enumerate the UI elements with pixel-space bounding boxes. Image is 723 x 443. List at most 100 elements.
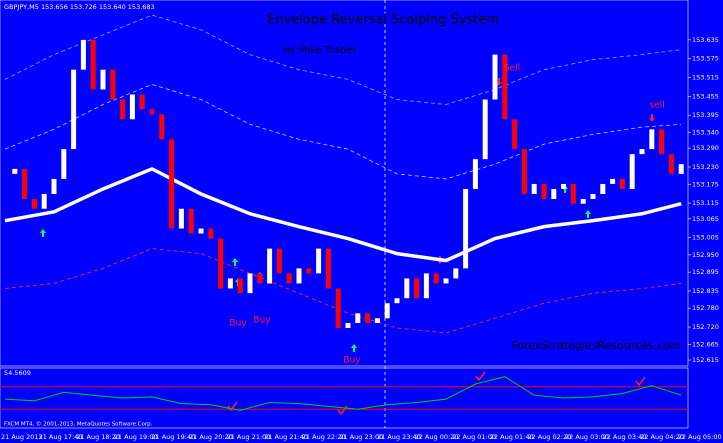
candle (41, 193, 47, 209)
candle (453, 268, 459, 279)
candle (325, 248, 331, 289)
candle (629, 154, 635, 189)
signal-label: sell (649, 101, 664, 111)
candle (61, 149, 67, 179)
candle (149, 109, 155, 115)
y-tick-label: 152.615 (692, 356, 719, 364)
buy-arrow (40, 229, 46, 237)
candle (433, 273, 439, 284)
y-tick-label: 152.665 (692, 340, 719, 348)
buy-arrows (40, 185, 591, 352)
signal-label: Buy (253, 316, 271, 326)
y-tick-label: 153.455 (692, 92, 719, 100)
candle (159, 114, 165, 140)
candle (188, 208, 194, 234)
candle (286, 273, 292, 284)
x-tick-label: 21 Aug 19:00 (114, 433, 158, 441)
y-tick-label: 152.895 (692, 268, 719, 276)
candle (80, 39, 86, 70)
y-tick-label: 153.290 (692, 144, 719, 152)
candle (345, 322, 351, 329)
candle (169, 139, 175, 229)
sell-arrows (437, 78, 655, 264)
candle (208, 228, 214, 239)
candle (561, 183, 567, 189)
candle (394, 298, 400, 304)
candle (365, 313, 371, 323)
copyright: FXCM MT4, © 2001-2013, MetaQuotes Softwa… (4, 421, 153, 428)
y-tick-label: 152.835 (692, 287, 719, 295)
signal-label: Buy (343, 356, 361, 366)
candle (423, 273, 429, 299)
candle (355, 313, 361, 323)
candle (610, 178, 616, 184)
candle (22, 168, 28, 200)
y-tick-label: 153.115 (692, 199, 719, 207)
candle (414, 278, 420, 299)
y-tick-label: 153.175 (692, 180, 719, 188)
y-tick-label: 153.515 (692, 74, 719, 82)
chart-subtitle: by Mike Trader (283, 45, 357, 56)
candle (443, 278, 449, 284)
candle (463, 188, 469, 269)
check-mark (475, 371, 486, 382)
candle (198, 228, 204, 234)
watermark: ForexStrategiesResources.com (511, 339, 680, 352)
candle (90, 39, 96, 90)
candle (472, 159, 478, 189)
y-tick-label: 152.720 (692, 323, 719, 331)
candle (502, 54, 508, 120)
y-tick-label: 152.950 (692, 251, 719, 259)
x-tick-label: 22 Aug 02:20 (527, 433, 571, 441)
y-tick-label: 153.395 (692, 111, 719, 119)
candle (316, 248, 322, 274)
candle (659, 129, 665, 155)
x-tick-label: 21 Aug 21:00 (227, 433, 271, 441)
y-tick-label: 152.780 (692, 304, 719, 312)
candle (51, 178, 57, 194)
x-tick-label: 22 Aug 04:20 (640, 433, 684, 441)
candle (384, 303, 390, 319)
buy-arrow (232, 258, 238, 266)
x-tick-label: 21 Aug 21:40 (264, 433, 308, 441)
candle (512, 119, 518, 150)
y-tick-label: 153.340 (692, 128, 719, 136)
candle (649, 129, 655, 150)
candle (237, 278, 243, 294)
signal-label: Sell (504, 64, 520, 74)
price-frame (0, 0, 689, 367)
candle (580, 199, 586, 204)
candle (521, 149, 527, 194)
candle (71, 69, 77, 150)
candle (492, 54, 498, 100)
x-tick-label: 21 Aug 19:40 (151, 433, 195, 441)
candle (335, 288, 341, 329)
candle (12, 168, 18, 174)
candle (551, 188, 557, 200)
oscillator-label: 54.5609 (4, 369, 31, 377)
check-mark (227, 401, 238, 412)
candle (218, 238, 224, 289)
x-tick-label: 21 Aug 2013 (1, 433, 43, 441)
sell-arrow (649, 114, 655, 122)
x-tick-label: 21 Aug 17:40 (39, 433, 83, 441)
x-tick-label: 21 Aug 23:00 (339, 433, 383, 441)
candle (404, 278, 410, 299)
candle (100, 69, 106, 90)
candle (178, 208, 184, 229)
x-tick-label: 22 Aug 01:40 (490, 433, 534, 441)
x-tick-label: 21 Aug 22:20 (302, 433, 346, 441)
x-tick-label: 22 Aug 00:20 (415, 433, 459, 441)
candle (639, 149, 645, 155)
candle (482, 99, 488, 160)
candle (257, 273, 263, 284)
envelope-line (4, 14, 682, 105)
check-mark (337, 405, 348, 416)
check-marks (227, 371, 646, 416)
candle (276, 248, 282, 274)
x-tick-label: 22 Aug 01:00 (452, 433, 496, 441)
candle (570, 183, 576, 204)
candle (296, 268, 302, 284)
